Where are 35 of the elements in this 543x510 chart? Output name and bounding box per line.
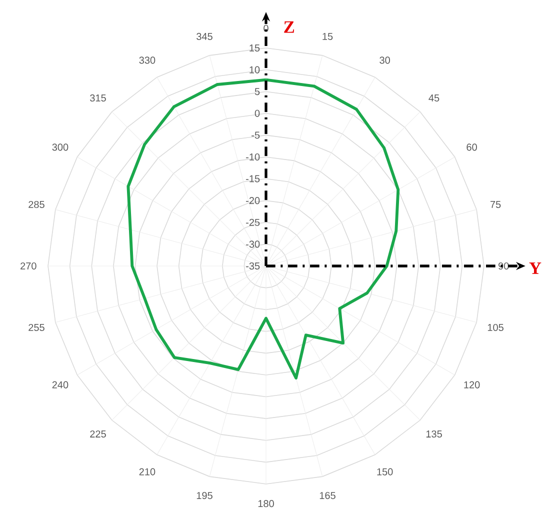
spoke-label: 345: [196, 32, 212, 40]
y-tick-label: -30: [246, 240, 260, 248]
spoke-label: 30: [380, 56, 390, 64]
y-tick-label: -15: [246, 175, 260, 182]
spoke-label: 120: [464, 381, 480, 388]
spoke-label: 240: [52, 381, 68, 388]
spoke-label: 255: [28, 324, 44, 332]
spoke-label: 150: [377, 468, 393, 476]
y-tick-label: -10: [246, 153, 260, 161]
spoke-label: 45: [428, 94, 440, 102]
spoke-label: 330: [139, 56, 156, 64]
y-tick-label: -25: [246, 218, 260, 226]
spoke-label: 105: [488, 324, 504, 332]
spoke-label: 300: [52, 144, 68, 151]
y-tick-label: 10: [250, 66, 260, 74]
spoke-label: 195: [196, 492, 212, 500]
spoke-label: 75: [490, 201, 501, 208]
spoke-label: 180: [258, 500, 274, 508]
spoke-label: 165: [320, 492, 336, 500]
text: Z: [284, 21, 294, 33]
y-tick-label: -35: [246, 262, 260, 270]
spoke-label: 270: [20, 262, 36, 270]
spoke-label: 60: [466, 144, 477, 151]
y-tick-label: -5: [252, 132, 260, 139]
y-tick-label: 5: [254, 88, 260, 96]
y-tick-label: -20: [246, 197, 260, 204]
spoke-label: 15: [322, 32, 333, 40]
spoke-label: 210: [139, 468, 156, 476]
text: Y: [529, 262, 542, 274]
spoke-label: 285: [28, 200, 44, 208]
spoke-label: 315: [90, 94, 106, 102]
spoke-label: 135: [426, 430, 442, 438]
y-tick-label: 15: [250, 44, 260, 52]
spoke-label: 225: [90, 430, 106, 438]
y-tick-label: 0: [254, 110, 260, 117]
